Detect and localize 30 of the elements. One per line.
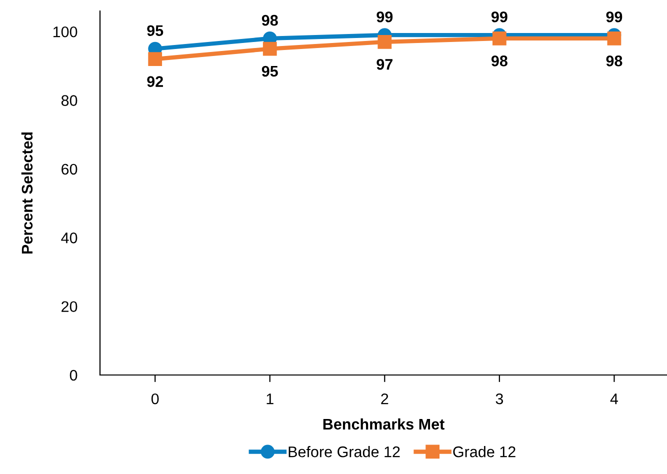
x-tick-label: 3 (496, 393, 503, 404)
data-label: 99 (491, 11, 508, 22)
point (378, 34, 392, 49)
data-label: 98 (491, 56, 508, 66)
x-tick-label: 1 (266, 394, 274, 404)
point (262, 42, 277, 56)
y-tick-label: 100 (53, 26, 78, 38)
y-tick-label: 40 (61, 232, 78, 244)
x-tick-label: 0 (151, 393, 159, 404)
x-tick-label: 2 (381, 393, 388, 404)
data-label: 98 (606, 56, 622, 66)
point (607, 32, 622, 46)
data-label: 99 (606, 11, 622, 22)
legend-label: Grade 12 (453, 446, 516, 458)
data-label: 98 (262, 14, 278, 26)
x-axis-title: Benchmarks Met (323, 418, 444, 430)
y-axis-title: Percent Selected (21, 132, 33, 254)
data-label: 97 (376, 58, 392, 70)
x-tick-label: 4 (610, 394, 618, 404)
data-label: 95 (262, 66, 278, 77)
data-label: 92 (147, 76, 163, 87)
y-tick-label: 60 (62, 164, 78, 175)
y-tick-label: 0 (70, 370, 78, 381)
data-label: 95 (147, 25, 164, 36)
point (148, 52, 162, 66)
point (492, 32, 506, 46)
y-tick-label: 80 (61, 95, 78, 106)
data-label: 99 (376, 11, 393, 22)
y-tick-label: 20 (62, 301, 78, 312)
legend-label: Before Grade 12 (288, 446, 400, 458)
